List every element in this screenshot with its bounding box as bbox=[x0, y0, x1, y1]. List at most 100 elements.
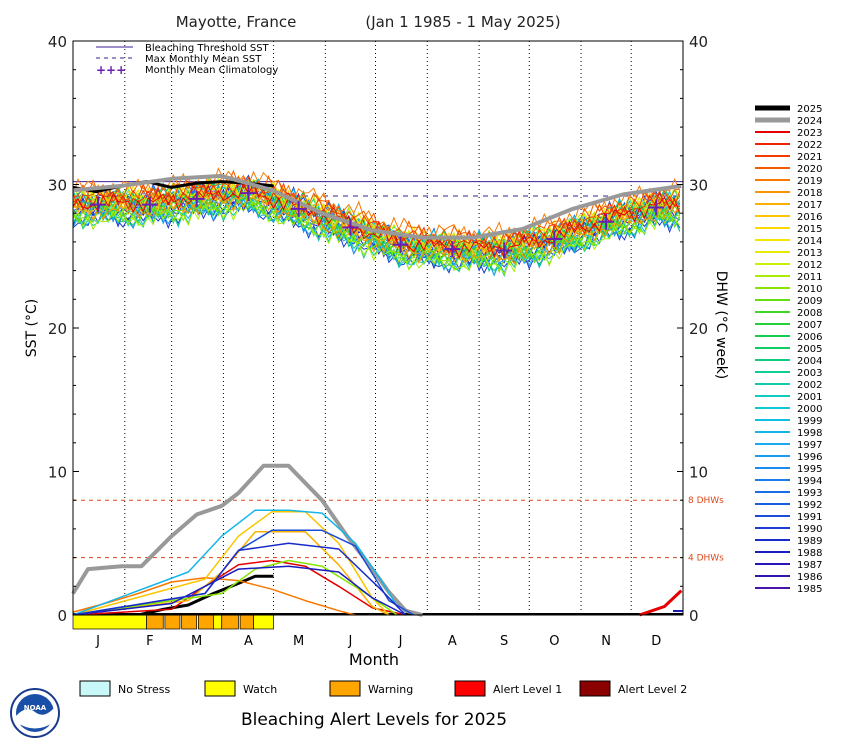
y-tick-label-left: 40 bbox=[48, 33, 67, 51]
x-tick-label: J bbox=[398, 634, 403, 649]
x-tick-label: J bbox=[95, 634, 100, 649]
legend-mmm-label: Max Monthly Mean SST bbox=[145, 54, 262, 65]
year-legend-label: 2012 bbox=[797, 260, 822, 271]
year-legend-label: 2000 bbox=[797, 404, 822, 415]
year-legend-label: 1995 bbox=[797, 464, 822, 475]
sst-line-2024 bbox=[72, 173, 682, 240]
year-legend-label: 2007 bbox=[797, 320, 822, 331]
month-grid bbox=[124, 41, 632, 615]
year-legend-label: 1997 bbox=[797, 440, 822, 451]
dhw-reference-label: 8 DHWs bbox=[688, 496, 724, 506]
alert-strip-segment bbox=[213, 614, 223, 630]
sst-year-line bbox=[72, 185, 681, 263]
y-tick-label-right: 20 bbox=[689, 320, 708, 338]
y-tick-label-left: 0 bbox=[57, 607, 67, 625]
dhw-line-2025 bbox=[639, 589, 683, 617]
year-legend-label: 1985 bbox=[797, 584, 822, 595]
y-axis-label-right: DHW (°C week) bbox=[713, 271, 729, 380]
dhw-line-2024 bbox=[71, 463, 423, 617]
y-tick-label-left: 30 bbox=[48, 177, 67, 195]
year-legend-label: 2005 bbox=[797, 344, 822, 355]
y-tick-label-left: 20 bbox=[48, 320, 67, 338]
alert-strip-segment bbox=[181, 614, 198, 630]
y-axis-label-left: SST (°C) bbox=[24, 299, 40, 357]
x-axis-label: Month bbox=[349, 650, 399, 669]
y-tick-label-right: 30 bbox=[689, 177, 708, 195]
dhw-reference-label: 4 DHWs bbox=[688, 554, 724, 564]
series-legend: Bleaching Threshold SST Max Monthly Mean… bbox=[96, 43, 278, 77]
year-legend-label: 1989 bbox=[797, 536, 822, 547]
year-legend-label: 2023 bbox=[797, 128, 822, 139]
alert-strip-segment bbox=[253, 614, 274, 630]
sst-series bbox=[72, 167, 682, 278]
sst-year-line bbox=[72, 191, 681, 274]
x-tick-label: F bbox=[146, 634, 153, 649]
year-legend-label: 1987 bbox=[797, 560, 822, 571]
x-tick-label: O bbox=[549, 634, 559, 649]
year-legend-label: 1994 bbox=[797, 476, 822, 487]
x-tick-label: M bbox=[191, 634, 202, 649]
dhw-line-1998 bbox=[72, 509, 407, 616]
alert-strip-segment bbox=[197, 614, 214, 630]
year-legend-label: 1999 bbox=[797, 416, 822, 427]
year-legend-label: 2016 bbox=[797, 212, 822, 223]
noaa-logo: NOAA bbox=[10, 688, 60, 738]
y-tick-label-right: 10 bbox=[689, 464, 708, 482]
year-legend-label: 2024 bbox=[797, 116, 822, 127]
year-legend-label: 1998 bbox=[797, 428, 822, 439]
alert-strip-segment bbox=[72, 614, 147, 630]
year-legend-label: 2014 bbox=[797, 236, 822, 247]
x-tick-label: M bbox=[293, 634, 304, 649]
year-legend-label: 2018 bbox=[797, 188, 822, 199]
year-legend-label: 1992 bbox=[797, 500, 822, 511]
noaa-logo-text: NOAA bbox=[24, 704, 47, 712]
legend-clim-label: Monthly Mean Climatology bbox=[145, 65, 278, 76]
axes: 0 0 10 10 20 20 30 30 40 40 J F M A M J J A S O N D bbox=[48, 33, 708, 649]
footer-title: Bleaching Alert Levels for 2025 bbox=[241, 710, 507, 730]
year-legend-label: 2004 bbox=[797, 356, 822, 367]
dhw-line-1989 bbox=[72, 542, 407, 616]
year-legend-label: 2009 bbox=[797, 296, 822, 307]
year-legend-label: 2011 bbox=[797, 272, 822, 283]
alert-legend-swatch bbox=[579, 680, 611, 697]
climatology-markers bbox=[90, 185, 665, 259]
alert-level-legend: No Stress Watch Warning Alert Level 1 Alert … bbox=[79, 680, 687, 697]
year-legend-label: 2021 bbox=[797, 152, 822, 163]
year-legend: 2025202420232022202120202019201820172016… bbox=[755, 104, 822, 595]
alert-strip bbox=[72, 614, 274, 630]
year-legend-label: 1996 bbox=[797, 452, 822, 463]
year-legend-label: 1986 bbox=[797, 572, 822, 583]
year-legend-label: 2019 bbox=[797, 176, 822, 187]
year-legend-label: 2022 bbox=[797, 140, 822, 151]
sst-year-line bbox=[72, 179, 680, 254]
year-legend-label: 2020 bbox=[797, 164, 822, 175]
alert-legend-label: Warning bbox=[368, 683, 413, 696]
year-legend-label: 2008 bbox=[797, 308, 822, 319]
alert-legend-label: Alert Level 1 bbox=[493, 683, 562, 696]
alert-legend-label: Alert Level 2 bbox=[618, 683, 687, 696]
year-legend-label: 2025 bbox=[797, 104, 822, 115]
x-tick-label: J bbox=[348, 634, 353, 649]
year-legend-label: 2013 bbox=[797, 248, 822, 259]
year-legend-label: 1990 bbox=[797, 524, 822, 535]
alert-legend-swatch bbox=[329, 680, 361, 697]
legend-clim-swatch: +++ bbox=[96, 63, 126, 77]
year-legend-label: 1993 bbox=[797, 488, 822, 499]
x-tick-label: N bbox=[601, 634, 611, 649]
year-legend-label: 2003 bbox=[797, 368, 822, 379]
year-legend-label: 2015 bbox=[797, 224, 822, 235]
year-legend-label: 1991 bbox=[797, 512, 822, 523]
dhw-series bbox=[71, 463, 683, 617]
alert-legend-label: No Stress bbox=[118, 683, 171, 696]
alert-strip-segment bbox=[239, 614, 254, 630]
year-legend-label: 2006 bbox=[797, 332, 822, 343]
alert-legend-label: Watch bbox=[243, 683, 277, 696]
y-tick-label-left: 10 bbox=[48, 464, 67, 482]
dhw-line-2025 bbox=[73, 574, 274, 617]
alert-legend-swatch bbox=[454, 680, 486, 697]
year-legend-label: 2002 bbox=[797, 380, 822, 391]
alert-strip-segment bbox=[164, 614, 181, 630]
alert-strip-segment bbox=[146, 614, 164, 630]
x-tick-label: A bbox=[448, 634, 457, 649]
